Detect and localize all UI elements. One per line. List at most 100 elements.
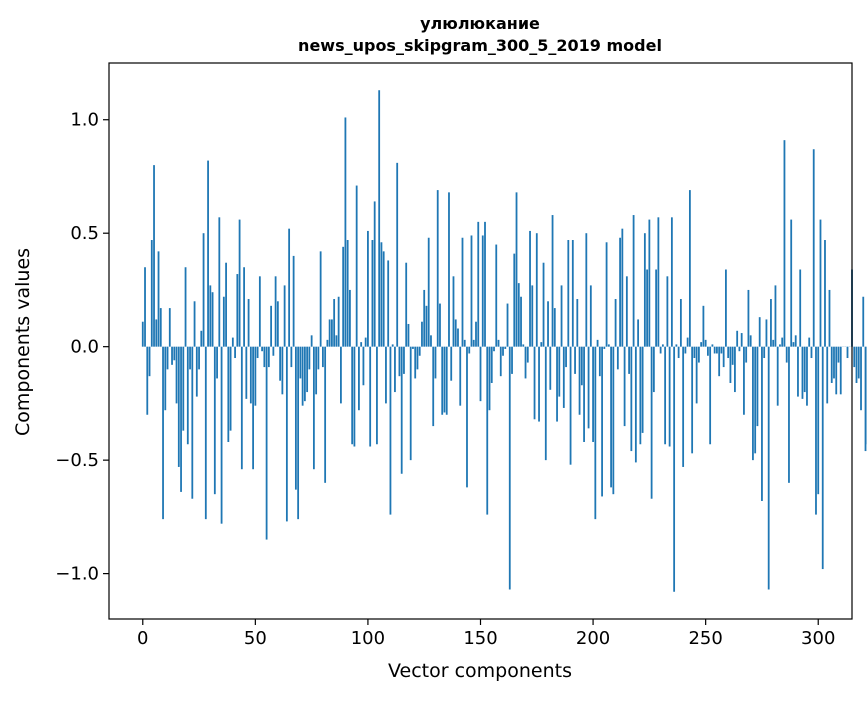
- bar: [191, 347, 193, 499]
- bar: [576, 299, 578, 347]
- bar: [414, 347, 416, 379]
- bar: [525, 347, 527, 379]
- bar: [509, 347, 511, 590]
- bar: [626, 276, 628, 346]
- bar: [615, 299, 617, 347]
- bar: [858, 347, 860, 379]
- bar: [581, 347, 583, 386]
- bar: [477, 222, 479, 347]
- bar: [212, 292, 214, 346]
- x-tick-label: 50: [244, 628, 267, 649]
- bar: [633, 215, 635, 347]
- bar: [435, 347, 437, 379]
- bar: [381, 242, 383, 346]
- bar: [209, 285, 211, 346]
- bar: [288, 229, 290, 347]
- bar: [419, 347, 421, 356]
- bar: [680, 299, 682, 347]
- bar: [829, 290, 831, 347]
- bar: [585, 233, 587, 346]
- bars-group: [142, 90, 867, 592]
- bar: [266, 347, 268, 540]
- y-tick-label: 1.0: [70, 110, 99, 131]
- bar: [534, 347, 536, 420]
- bar: [804, 347, 806, 392]
- bar: [835, 347, 837, 395]
- bar: [549, 347, 551, 390]
- bar: [302, 347, 304, 406]
- bar: [570, 347, 572, 465]
- bar: [536, 233, 538, 346]
- bar: [203, 233, 205, 346]
- bar: [331, 319, 333, 346]
- bar: [770, 299, 772, 347]
- bar: [590, 285, 592, 346]
- bar: [385, 347, 387, 404]
- bar: [617, 347, 619, 370]
- chart-title: улюлюкание: [420, 14, 540, 33]
- bar: [356, 186, 358, 347]
- bar: [236, 274, 238, 347]
- bar: [597, 340, 599, 347]
- bar: [444, 347, 446, 413]
- bar: [811, 347, 813, 358]
- bar: [448, 192, 450, 346]
- bar: [171, 347, 173, 365]
- bar: [160, 308, 162, 347]
- y-tick-label: −1.0: [55, 564, 99, 585]
- bar: [151, 240, 153, 347]
- bar: [313, 347, 315, 470]
- bar: [703, 306, 705, 347]
- bar: [455, 319, 457, 346]
- bar: [705, 340, 707, 347]
- bar: [671, 217, 673, 346]
- bar: [275, 276, 277, 346]
- bar: [333, 299, 335, 347]
- bar: [457, 329, 459, 347]
- bar: [619, 238, 621, 347]
- bar: [295, 347, 297, 490]
- bar: [579, 347, 581, 415]
- bar: [642, 347, 644, 433]
- bar: [297, 347, 299, 519]
- bar: [795, 335, 797, 346]
- bar: [158, 251, 160, 346]
- bar: [696, 347, 698, 404]
- bar: [178, 347, 180, 467]
- bar: [865, 347, 867, 451]
- bar: [779, 344, 781, 346]
- bar: [401, 347, 403, 474]
- bar: [484, 222, 486, 347]
- bar: [336, 335, 338, 346]
- bar: [601, 347, 603, 497]
- bar: [856, 347, 858, 383]
- bar: [817, 347, 819, 495]
- y-tick-label: 0.0: [70, 337, 99, 358]
- bar: [592, 347, 594, 442]
- bar: [173, 347, 175, 361]
- bar: [838, 347, 840, 363]
- bar: [234, 347, 236, 358]
- bar: [498, 340, 500, 347]
- bar: [290, 347, 292, 367]
- bar: [230, 347, 232, 431]
- bar: [142, 322, 144, 347]
- bar: [797, 347, 799, 397]
- bar: [603, 347, 605, 349]
- bar: [646, 270, 648, 347]
- bar: [363, 347, 365, 386]
- bar: [421, 322, 423, 347]
- x-tick-label: 300: [801, 628, 835, 649]
- bar: [453, 276, 455, 346]
- bar: [757, 347, 759, 426]
- bar: [712, 344, 714, 346]
- bar: [572, 240, 574, 347]
- bar: [475, 322, 477, 347]
- bar: [198, 347, 200, 370]
- bar: [311, 335, 313, 346]
- bar: [308, 347, 310, 370]
- bar: [182, 347, 184, 431]
- bar: [802, 347, 804, 399]
